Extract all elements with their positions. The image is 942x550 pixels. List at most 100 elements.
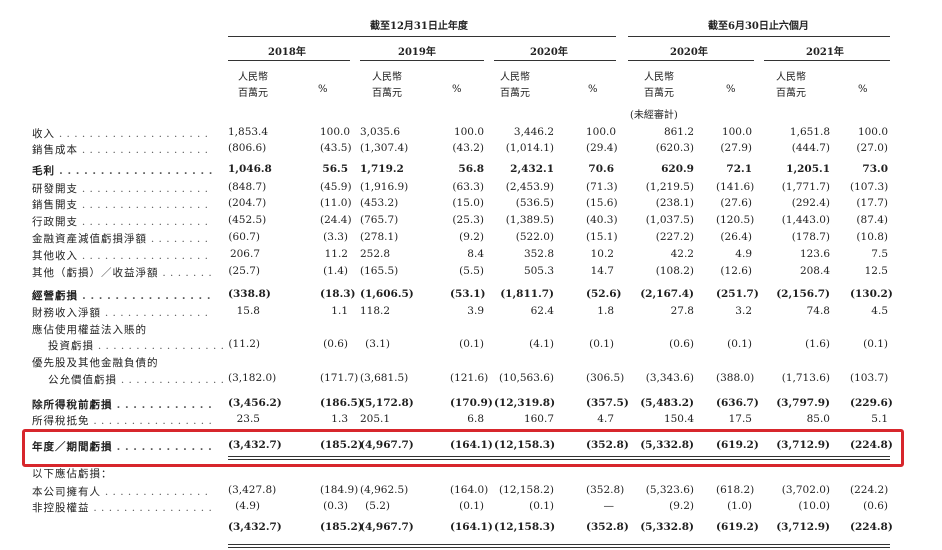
row-value: (10.8) (856, 231, 888, 243)
row-value: (18.3) (320, 288, 356, 300)
row-value: (25.7) (228, 265, 260, 277)
table-row: 優先股及其他金融負債的 (0, 355, 942, 371)
row-value: (27.0) (856, 142, 888, 154)
final-underline (228, 544, 890, 548)
row-value: (765.7) (360, 214, 399, 226)
row-value: 62.4 (530, 305, 554, 317)
year-header-2018: 2018年 (268, 47, 306, 58)
row-value: 1,853.4 (228, 126, 269, 138)
row-value: (2,453.9) (505, 181, 554, 193)
row-value: (306.5) (586, 372, 625, 384)
row-value: (5.5) (459, 265, 484, 277)
row-value: (0.1) (589, 338, 614, 350)
row-value: (15.1) (586, 231, 618, 243)
row-value: (3,343.6) (645, 372, 694, 384)
row-value: (27.6) (720, 197, 752, 209)
row-value: (10,563.6) (499, 372, 554, 384)
row-value: (141.6) (716, 181, 755, 193)
row-value: (60.7) (228, 231, 260, 243)
row-value: 100.0 (857, 126, 888, 138)
row-value: (178.7) (791, 231, 830, 243)
row-value: 1.8 (597, 305, 614, 317)
row-value: 17.5 (728, 413, 752, 425)
row-label: 應佔使用權益法入賬的 (32, 324, 147, 336)
currency-label: 人民幣 (500, 72, 530, 83)
row-value: 620.9 (661, 163, 694, 175)
row-value: (238.1) (655, 197, 694, 209)
row-value: (2,167.4) (640, 288, 694, 300)
row-label: 投資虧損 (48, 338, 228, 353)
year-header-2021-h1: 2021年 (806, 47, 844, 58)
row-value: (87.4) (856, 214, 888, 226)
row-value: (0.6) (863, 500, 888, 512)
row-value: (3,456.2) (228, 397, 282, 409)
row-value: 5.1 (871, 413, 888, 425)
unit-label: 百萬元 (644, 88, 674, 99)
row-value: (3,681.5) (360, 372, 409, 384)
row-value: 12.5 (864, 265, 888, 277)
pct-label: % (452, 84, 462, 95)
row-value: (4,967.7) (360, 521, 414, 533)
row-value: (1,606.5) (360, 288, 414, 300)
row-value: (5,323.6) (645, 484, 694, 496)
row-value: (2,156.7) (776, 288, 830, 300)
row-value: (1,811.7) (500, 288, 554, 300)
row-value: 10.2 (590, 248, 614, 260)
unit-label: 百萬元 (500, 88, 530, 99)
row-value: 123.6 (799, 248, 830, 260)
row-value: (1.6) (805, 338, 830, 350)
row-value: (3,712.9) (776, 439, 830, 451)
row-value: (388.0) (716, 372, 755, 384)
currency-label: 人民幣 (776, 72, 806, 83)
row-value: (3.3) (323, 231, 348, 243)
row-value: (452.5) (228, 214, 267, 226)
row-value: 3.2 (735, 305, 752, 317)
currency-label: 人民幣 (644, 72, 674, 83)
row-value: (170.9) (450, 397, 493, 409)
unaudited-note: (未經審計) (630, 110, 678, 121)
row-value: (357.5) (586, 397, 629, 409)
unit-label: 百萬元 (238, 88, 268, 99)
row-label: 年度／期間虧損 (32, 439, 212, 454)
row-value: (1,389.5) (505, 214, 554, 226)
row-label: 財務收入淨額 (32, 305, 212, 320)
row-label: 研發開支 (32, 181, 212, 196)
row-value: 7.5 (871, 248, 888, 260)
row-value: (1,014.1) (505, 142, 554, 154)
table-row: (3,432.7) (185.2) (4,967.7) (164.1) (12,158.… (0, 521, 942, 537)
row-value: 208.4 (799, 265, 830, 277)
pct-label: % (588, 84, 598, 95)
row-value: 3,446.2 (513, 126, 554, 138)
row-value: (40.3) (586, 214, 618, 226)
table-row: 行政開支 (452.5) (24.4) (765.7) (25.3) (1,389.5) (… (0, 214, 942, 230)
currency-label: 人民幣 (238, 72, 268, 83)
row-value: (121.6) (450, 372, 489, 384)
row-value: 861.2 (663, 126, 694, 138)
row-value: (338.8) (228, 288, 271, 300)
row-value: (0.1) (863, 338, 888, 350)
row-value: (52.6) (586, 288, 622, 300)
row-value: (107.3) (850, 181, 889, 193)
row-label: 以下應佔虧損： (32, 468, 113, 480)
row-value: (204.7) (228, 197, 267, 209)
row-value: (4,962.5) (360, 484, 409, 496)
row-value: 100.0 (586, 126, 617, 138)
row-value: 150.4 (663, 413, 694, 425)
row-label: 銷售開支 (32, 197, 212, 212)
row-value: 15.8 (236, 305, 260, 317)
row-value: (5,172.8) (360, 397, 414, 409)
row-value: (0.1) (459, 500, 484, 512)
row-value: (184.9) (320, 484, 359, 496)
table-row: 銷售開支 (204.7) (11.0) (453.2) (15.0) (536.5) (15… (0, 197, 942, 213)
table-row: 非控股權益 (4.9) (0.3) (5.2) (0.1) (0.1) — (9.2) (1.0… (0, 500, 942, 516)
year-header-2020: 2020年 (530, 47, 568, 58)
row-value: — (603, 500, 615, 512)
row-value: 4.5 (871, 305, 888, 317)
row-value: (0.1) (459, 338, 484, 350)
row-value: 70.6 (588, 163, 614, 175)
row-value: (0.6) (323, 338, 348, 350)
row-value: 56.8 (458, 163, 484, 175)
group-rule-interim (628, 36, 890, 37)
row-value: 14.7 (590, 265, 614, 277)
table-row: 以下應佔虧損： (0, 466, 942, 482)
